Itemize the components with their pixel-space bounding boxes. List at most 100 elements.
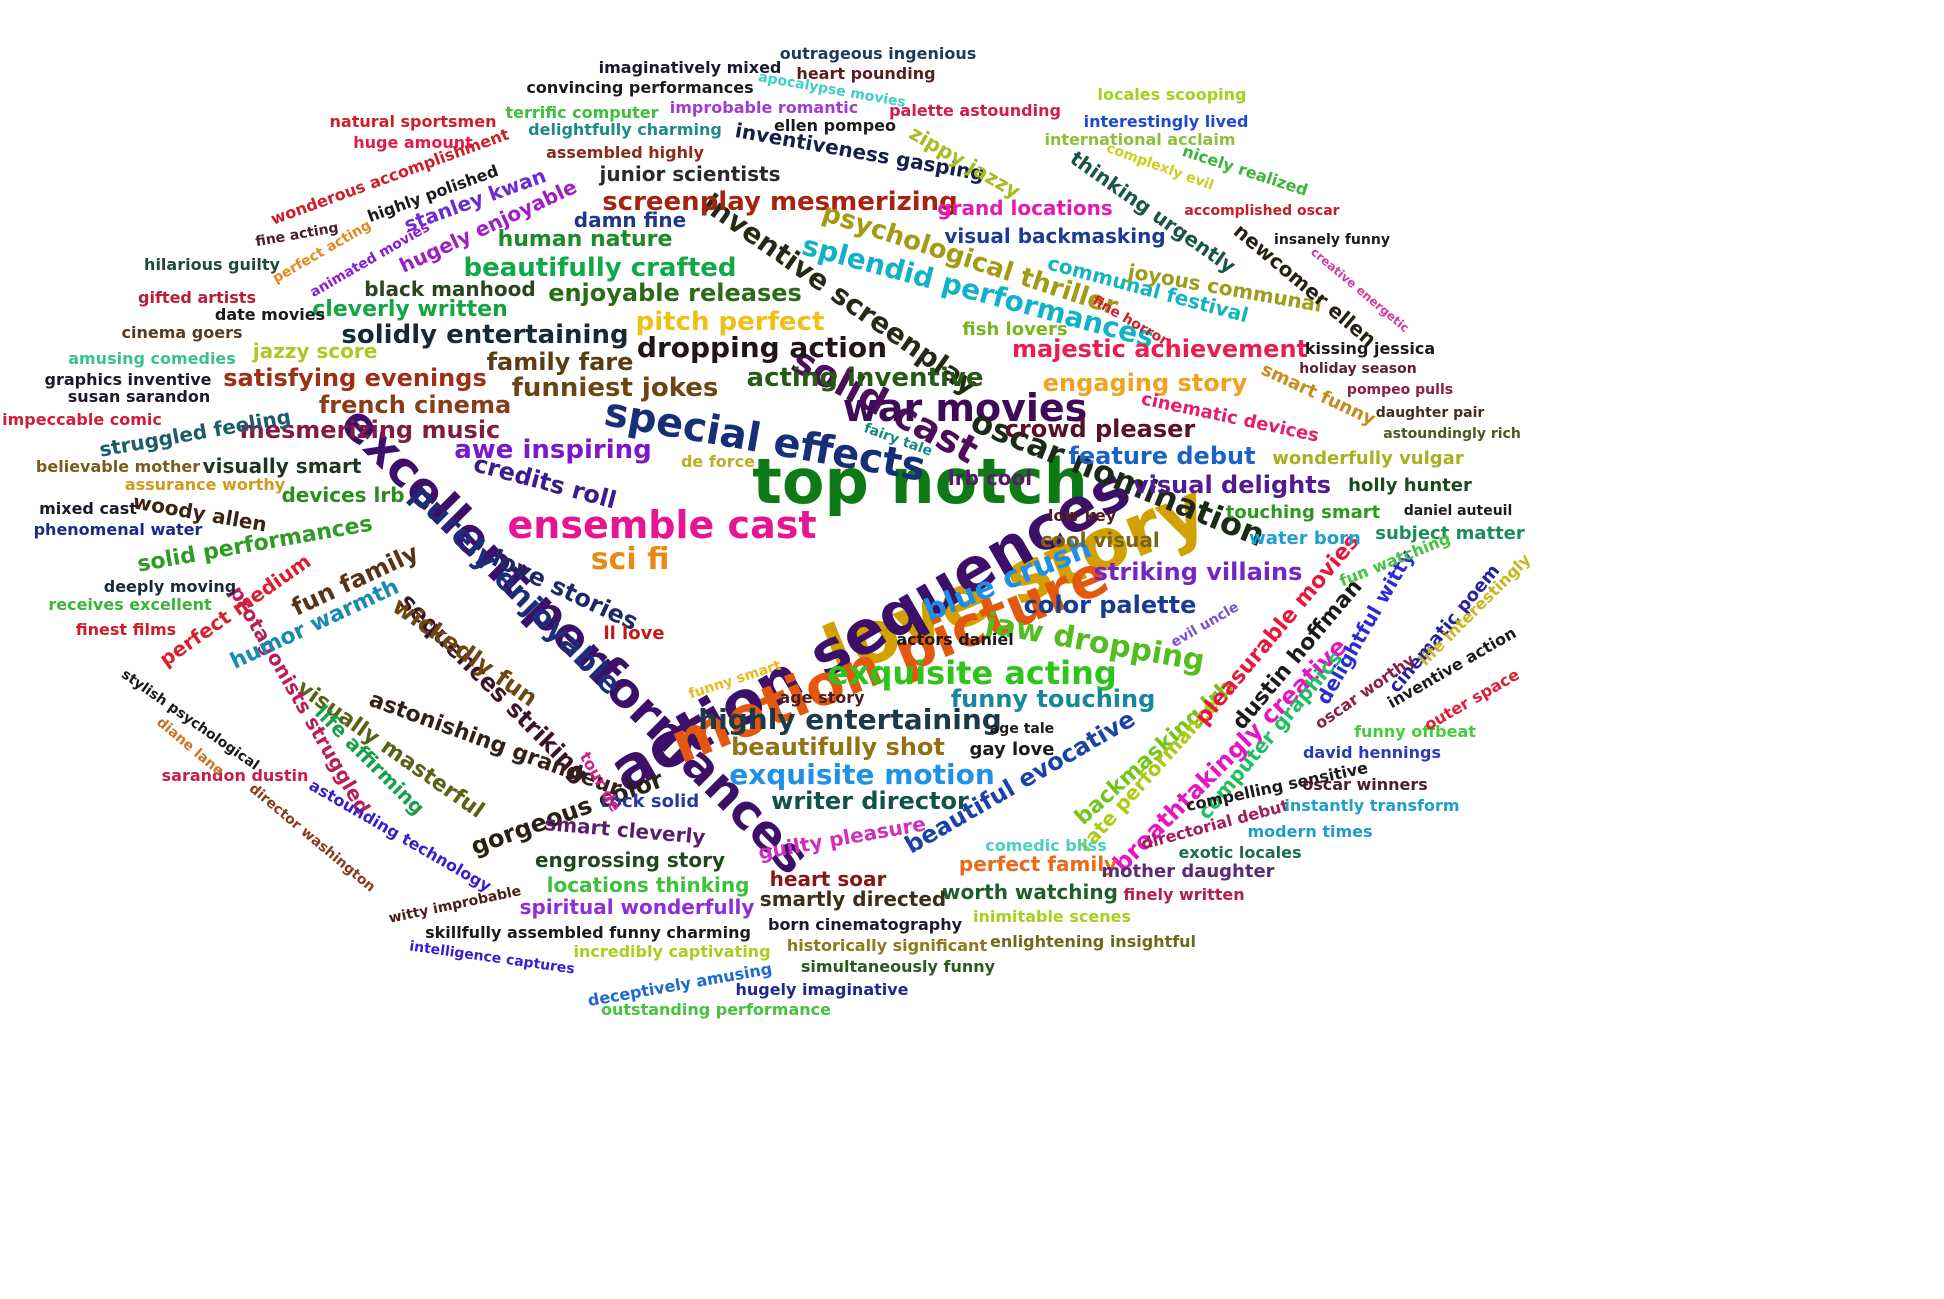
cloud-word: spiritual wonderfully xyxy=(519,895,755,919)
cloud-word: witty improbable xyxy=(387,883,523,927)
cloud-word: touching smart xyxy=(1225,502,1381,523)
cloud-word: locales scooping xyxy=(1097,85,1247,104)
cloud-word: sarandon dustin xyxy=(161,766,309,785)
cloud-word: war movies xyxy=(842,386,1088,430)
cloud-word: sci fi xyxy=(590,542,670,577)
cloud-word: imaginatively mixed xyxy=(598,58,782,77)
cloud-word: dropping action xyxy=(636,331,888,364)
cloud-word: skillfully assembled funny charming xyxy=(425,923,751,942)
cloud-word: family fare xyxy=(486,348,634,376)
cloud-word: enjoyable releases xyxy=(548,279,802,307)
cloud-word: delightfully charming xyxy=(528,120,722,139)
cloud-word: outrageous ingenious xyxy=(779,44,977,63)
cloud-word: modern times xyxy=(1247,822,1373,841)
cloud-word: inimitable scenes xyxy=(973,907,1131,926)
cloud-word: accomplished oscar xyxy=(1184,203,1340,219)
cloud-word: low key xyxy=(1047,506,1117,525)
cloud-word: assurance worthy xyxy=(124,475,286,494)
cloud-word: age tale xyxy=(989,721,1055,737)
cloud-word: junior scientists xyxy=(599,162,781,186)
cloud-word: worth watching xyxy=(942,880,1118,904)
cloud-word: actors daniel xyxy=(896,630,1014,649)
cloud-word: nicely realized xyxy=(1180,141,1311,200)
cloud-word: beautifully shot xyxy=(731,733,945,761)
cloud-word: incredibly captivating xyxy=(573,942,771,961)
cloud-word: phenomenal water xyxy=(33,520,203,539)
cloud-word: susan sarandon xyxy=(67,387,211,406)
cloud-word: terrific computer xyxy=(505,103,659,122)
cloud-word: historically significant xyxy=(786,936,988,955)
cloud-word: lrb cool xyxy=(947,466,1033,490)
cloud-word: comedic bliss xyxy=(985,836,1107,855)
cloud-word: finest films xyxy=(75,620,177,639)
cloud-word: french cinema xyxy=(318,391,512,419)
cloud-word: highly entertaining xyxy=(698,703,1002,736)
cloud-word: awe inspiring xyxy=(454,435,652,465)
cloud-word: holiday season xyxy=(1299,361,1417,377)
cloud-word: gifted artists xyxy=(138,288,256,307)
cloud-word: huge amount xyxy=(353,133,473,152)
cloud-word: damn fine xyxy=(573,208,687,232)
cloud-word: believable mother xyxy=(35,457,201,476)
cloud-word: born cinematography xyxy=(767,915,963,934)
cloud-word: pompeo pulls xyxy=(1346,382,1454,398)
cloud-word: interestingly lived xyxy=(1083,112,1249,131)
cloud-word: ellen pompeo xyxy=(773,116,897,135)
cloud-word: outstanding performance xyxy=(601,1000,831,1019)
cloud-word: hilarious guilty xyxy=(144,255,280,274)
cloud-word: satisfying evenings xyxy=(223,364,487,392)
cloud-word: ensemble cast xyxy=(507,503,817,547)
cloud-word: astoundingly rich xyxy=(1383,426,1521,442)
cloud-word: simultaneously funny xyxy=(800,957,996,976)
cloud-word: intelligence captures xyxy=(408,938,576,978)
cloud-word: exquisite motion xyxy=(729,758,995,791)
cloud-word: visually smart xyxy=(202,454,362,478)
cloud-word: holly hunter xyxy=(1348,475,1472,496)
cloud-word: date movies xyxy=(214,305,326,324)
cloud-word: international acclaim xyxy=(1044,130,1236,149)
cloud-word: smart cleverly xyxy=(543,811,707,849)
cloud-word: assembled highly xyxy=(546,143,704,162)
cloud-word: funniest jokes xyxy=(511,373,719,403)
cloud-word: fish lovers xyxy=(962,319,1068,340)
cloud-word: convincing performances xyxy=(526,78,754,97)
cloud-word: top notch xyxy=(752,445,1088,518)
cloud-word: insanely funny xyxy=(1274,232,1390,248)
cloud-word: solidly entertaining xyxy=(341,320,629,350)
cloud-word: color palette xyxy=(1023,591,1197,619)
cloud-word: black manhood xyxy=(364,277,536,301)
cloud-word: david hennings xyxy=(1302,743,1442,762)
cloud-word: visual delights xyxy=(1133,471,1331,499)
cloud-word: impeccable comic xyxy=(2,410,162,429)
cloud-word: improbable romantic xyxy=(669,98,859,117)
cloud-word: natural sportsmen xyxy=(329,112,497,131)
cloud-word: perfect family xyxy=(958,852,1118,876)
cloud-word: writer director xyxy=(771,787,969,815)
cloud-word: mother daughter xyxy=(1101,861,1275,882)
cloud-word: striking villains xyxy=(1093,558,1303,586)
cloud-word: engaging story xyxy=(1042,369,1248,397)
cloud-word: finely written xyxy=(1123,885,1245,904)
cloud-word: de force xyxy=(680,452,756,471)
cloud-word: funny touching xyxy=(950,685,1156,713)
cloud-word: daniel auteuil xyxy=(1403,503,1513,519)
cloud-word: age story xyxy=(779,688,865,707)
cloud-word: subject matter xyxy=(1375,523,1525,544)
cloud-word: cool visual xyxy=(1040,528,1160,552)
cloud-word: mixed cast xyxy=(39,499,137,518)
cloud-word: locations thinking xyxy=(546,873,750,897)
cloud-word: pitch perfect xyxy=(635,307,825,337)
cloud-word: screenplay mesmerizing xyxy=(602,187,958,217)
cloud-word: heart soar xyxy=(769,867,887,891)
cloud-word: majestic achievement xyxy=(1011,335,1309,363)
cloud-word: acting inventive xyxy=(746,363,984,393)
cloud-word: amusing comedies xyxy=(68,349,236,368)
cloud-word: graphics inventive xyxy=(44,370,212,389)
cloud-word: visual backmasking xyxy=(944,224,1166,248)
cloud-word: receives excellent xyxy=(48,595,212,614)
cloud-word: water born xyxy=(1249,528,1361,549)
cloud-word: beautifully crafted xyxy=(463,253,737,283)
cloud-word: gay love xyxy=(969,739,1055,760)
cloud-word: funny offbeat xyxy=(1354,722,1476,741)
cloud-word: palette astounding xyxy=(889,101,1061,120)
